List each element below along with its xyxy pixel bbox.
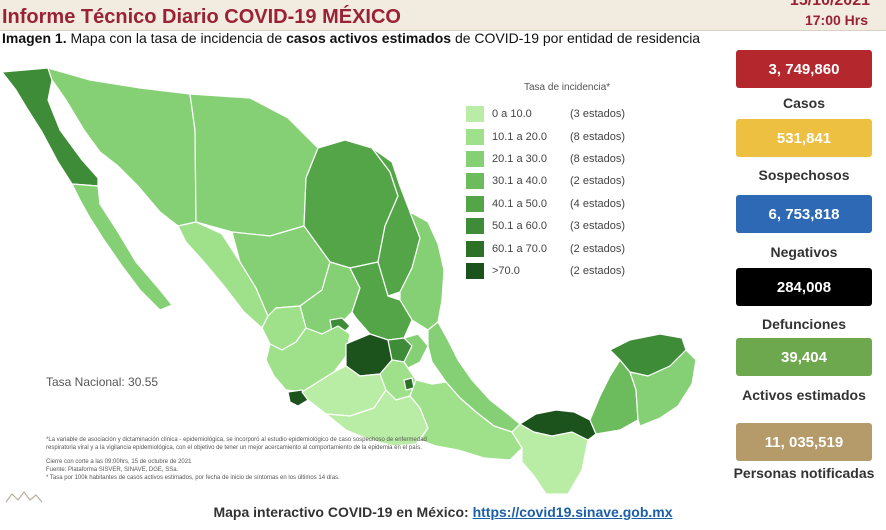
legend-swatch bbox=[466, 240, 484, 257]
report-title: Informe Técnico Diario COVID-19 MÉXICO bbox=[2, 6, 401, 28]
legend-count: (8 estados) bbox=[570, 152, 626, 165]
legend-swatch bbox=[466, 106, 484, 123]
incidence-legend: Tasa de incidencia* 0 a 10.0 (3 estados) … bbox=[466, 82, 646, 282]
legend-item: 50.1 a 60.0 (3 estados) bbox=[466, 215, 646, 237]
footnote-methodology: *La variable de asociación y dictaminaci… bbox=[46, 437, 427, 451]
legend-range: 20.1 a 30.0 bbox=[492, 152, 548, 165]
mexico-map bbox=[0, 50, 720, 510]
legend-item: 30.1 a 40.0 (2 estados) bbox=[466, 170, 646, 192]
caption-text-2: de COVID-19 por entidad de residencia bbox=[451, 30, 701, 46]
negatives-value-box: 6, 753,818 bbox=[736, 195, 872, 233]
figure-caption: Imagen 1. Mapa con la tasa de incidencia… bbox=[2, 30, 700, 46]
legend-item: >70.0 (2 estados) bbox=[466, 260, 646, 282]
legend-range: 60.1 a 70.0 bbox=[492, 242, 548, 255]
footnote-rate-definition: * Tasa por 100k habitantes de casos acti… bbox=[46, 475, 340, 481]
footnote-cutoff: Cierre con corte a las 09:00hrs, 15 de o… bbox=[46, 459, 192, 465]
state-quintana-roo[interactable] bbox=[629, 349, 697, 427]
caption-prefix: Imagen 1. bbox=[2, 30, 67, 46]
legend-item: 10.1 a 20.0 (8 estados) bbox=[466, 125, 646, 147]
notified-label: Personas notificadas bbox=[733, 465, 875, 481]
footer: Mapa interactivo COVID-19 en México: htt… bbox=[0, 504, 886, 520]
legend-swatch bbox=[466, 218, 484, 235]
header-bar: Informe Técnico Diario COVID-19 MÉXICO 1… bbox=[0, 0, 886, 31]
active-value-box: 39,404 bbox=[736, 338, 872, 376]
caption-text-1: Mapa con la tasa de incidencia de bbox=[66, 30, 287, 46]
mexico-map-svg bbox=[1, 67, 697, 495]
negatives-label: Negativos bbox=[770, 244, 838, 260]
legend-swatch bbox=[466, 262, 484, 279]
legend-range: 10.1 a 20.0 bbox=[492, 130, 548, 143]
legend-title: Tasa de incidencia* bbox=[524, 82, 611, 93]
footnote-source: Fuente: Plataforma SISVER, SINAVE, DGE, … bbox=[46, 467, 179, 473]
suspected-label: Sospechosos bbox=[758, 167, 850, 183]
legend-count: (3 estados) bbox=[570, 220, 626, 233]
legend-swatch bbox=[466, 173, 484, 190]
legend-range: 30.1 a 40.0 bbox=[492, 175, 548, 188]
state-hidalgo[interactable] bbox=[403, 333, 429, 369]
state-baja-california[interactable] bbox=[1, 67, 99, 187]
legend-range: 40.1 a 50.0 bbox=[492, 197, 548, 210]
logo-icon bbox=[4, 490, 44, 509]
legend-swatch bbox=[466, 150, 484, 167]
report-time: 17:00 Hrs bbox=[804, 12, 868, 28]
legend-range: 50.1 a 60.0 bbox=[492, 220, 548, 233]
legend-count: (3 estados) bbox=[570, 108, 626, 121]
legend-swatch bbox=[466, 195, 484, 212]
suspected-value-box: 531,841 bbox=[736, 119, 872, 157]
legend-item: 20.1 a 30.0 (8 estados) bbox=[466, 148, 646, 170]
footer-text: Mapa interactivo COVID-19 en México: bbox=[213, 504, 473, 520]
national-rate: Tasa Nacional: 30.55 bbox=[46, 375, 159, 389]
legend-swatch bbox=[466, 128, 484, 145]
legend-count: (2 estados) bbox=[570, 242, 626, 255]
sinave-link[interactable]: https://covid19.sinave.gob.mx bbox=[472, 504, 673, 520]
legend-range: >70.0 bbox=[492, 264, 520, 277]
deaths-value-box: 284,008 bbox=[736, 268, 872, 306]
state-sonora[interactable] bbox=[47, 67, 197, 227]
legend-item: 60.1 a 70.0 (2 estados) bbox=[466, 237, 646, 259]
legend-count: (8 estados) bbox=[570, 130, 626, 143]
report-date: 15/10/2021 bbox=[789, 0, 870, 9]
cases-value-box: 3, 749,860 bbox=[736, 50, 872, 88]
notified-value-box: 11, 035,519 bbox=[736, 423, 872, 461]
state-baja-california-sur[interactable] bbox=[71, 183, 173, 311]
cases-label: Casos bbox=[782, 95, 826, 111]
legend-count: (4 estados) bbox=[570, 197, 626, 210]
state-chihuahua[interactable] bbox=[189, 93, 319, 237]
deaths-label: Defunciones bbox=[761, 316, 846, 332]
legend-range: 0 a 10.0 bbox=[492, 108, 532, 121]
caption-bold: casos activos estimados bbox=[286, 30, 452, 46]
legend-item: 0 a 10.0 (3 estados) bbox=[466, 103, 646, 125]
footnotes: *La variable de asociación y dictaminaci… bbox=[46, 436, 446, 482]
legend-item: 40.1 a 50.0 (4 estados) bbox=[466, 193, 646, 215]
legend-count: (2 estados) bbox=[570, 264, 626, 277]
legend-count: (2 estados) bbox=[570, 175, 626, 188]
active-label: Activos estimados bbox=[742, 387, 866, 403]
